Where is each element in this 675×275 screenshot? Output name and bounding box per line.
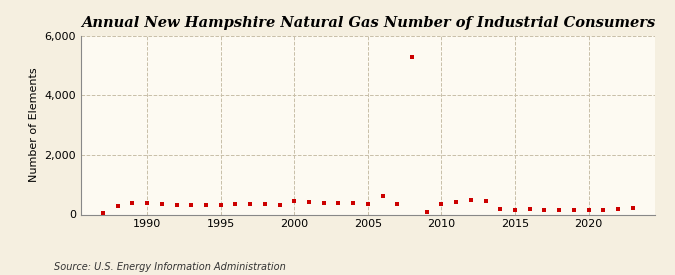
Point (613, 207, 624, 211)
Point (215, 202, 226, 207)
Point (112, 204, 123, 208)
Point (171, 202, 182, 207)
Title: Annual New Hampshire Natural Gas Number of Industrial Consumers: Annual New Hampshire Natural Gas Number … (81, 16, 655, 31)
Point (157, 202, 167, 207)
Point (200, 202, 211, 207)
Point (524, 207, 535, 212)
Point (319, 200, 329, 205)
Point (304, 199, 315, 204)
Point (142, 201, 153, 205)
Point (186, 203, 196, 207)
Point (436, 202, 447, 206)
Point (245, 202, 256, 206)
Point (230, 202, 241, 207)
Point (392, 202, 403, 206)
Point (480, 199, 491, 203)
Point (510, 208, 520, 213)
Point (598, 208, 609, 212)
Point (98, 211, 109, 215)
Point (377, 194, 388, 199)
Point (539, 208, 550, 213)
Point (495, 207, 506, 211)
Point (466, 197, 477, 202)
Point (554, 208, 564, 212)
Point (583, 208, 594, 212)
Y-axis label: Number of Elements: Number of Elements (29, 68, 39, 182)
Text: Source: U.S. Energy Information Administration: Source: U.S. Energy Information Administ… (54, 262, 286, 272)
Point (127, 201, 138, 206)
Point (348, 201, 358, 205)
Point (333, 201, 344, 206)
Point (289, 199, 300, 203)
Point (259, 202, 270, 206)
Point (568, 208, 579, 212)
Point (274, 202, 285, 207)
Point (421, 210, 432, 214)
Point (406, 55, 417, 59)
Point (451, 199, 462, 204)
Point (627, 206, 638, 210)
Point (362, 202, 373, 206)
